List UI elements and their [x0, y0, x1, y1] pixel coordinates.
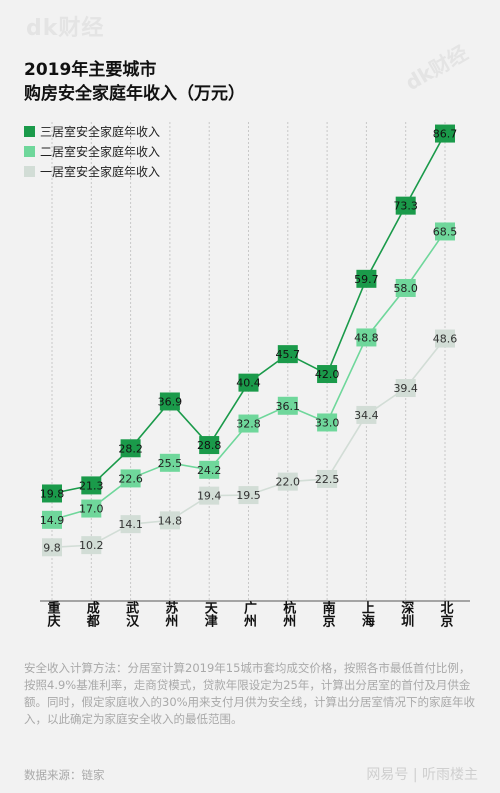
data-label: 39.4 — [393, 382, 418, 395]
brand-watermark: 网易号 | 听雨楼主 — [366, 767, 478, 783]
data-point — [356, 328, 377, 347]
data-point — [277, 345, 298, 364]
data-point — [120, 515, 141, 534]
data-point — [199, 436, 220, 455]
data-label: 14.1 — [118, 518, 143, 531]
data-label: 14.9 — [40, 514, 65, 527]
data-point — [317, 469, 338, 488]
data-point — [42, 510, 62, 529]
data-label: 28.8 — [197, 439, 222, 452]
legend-item-2br: 二居室安全家庭年收入 — [24, 141, 160, 161]
legend-item-3br: 三居室安全家庭年收入 — [24, 121, 160, 141]
data-point — [159, 392, 180, 411]
data-label: 19.4 — [197, 490, 222, 503]
data-label: 33.0 — [315, 416, 340, 429]
data-point — [277, 396, 298, 415]
data-label: 42.0 — [315, 368, 340, 381]
data-point — [238, 486, 259, 505]
data-label: 34.4 — [354, 409, 379, 422]
x-tick-label: 北京 — [438, 601, 454, 628]
data-point — [435, 222, 455, 241]
data-point — [395, 278, 416, 297]
data-label: 32.8 — [236, 418, 261, 431]
title-line-2: 购房安全家庭年收入（万元） — [24, 84, 245, 104]
data-point — [317, 365, 338, 384]
data-point — [199, 460, 220, 479]
x-tick-label: 重庆 — [45, 600, 62, 628]
data-label: 48.8 — [354, 331, 379, 344]
legend-swatch-1br — [24, 165, 35, 177]
data-label: 17.0 — [79, 503, 104, 516]
data-label: 22.5 — [315, 473, 340, 486]
data-label: 19.8 — [40, 487, 65, 500]
watermark: dk财经 — [26, 16, 105, 41]
data-label: 24.2 — [197, 464, 222, 477]
data-label: 28.2 — [118, 442, 143, 455]
data-point — [42, 484, 62, 503]
data-label: 22.6 — [118, 472, 143, 485]
data-point — [120, 469, 141, 488]
legend-swatch-3br — [24, 125, 35, 137]
data-label: 19.5 — [236, 489, 261, 502]
data-point — [159, 511, 180, 530]
data-label: 25.5 — [158, 457, 183, 470]
data-point — [435, 124, 455, 143]
data-label: 9.8 — [43, 541, 61, 554]
x-tick-label: 武汉 — [123, 600, 139, 628]
chart-legend: 三居室安全家庭年收入 二居室安全家庭年收入 一居室安全家庭年收入 — [24, 121, 160, 181]
data-label: 68.5 — [433, 225, 458, 238]
data-label: 36.9 — [158, 395, 183, 408]
data-point — [356, 269, 377, 288]
title-line-1: 2019年主要城市 — [24, 60, 157, 80]
data-point — [199, 486, 220, 505]
data-point — [435, 329, 455, 348]
x-tick-label: 成都 — [84, 600, 101, 628]
data-point — [120, 439, 141, 458]
data-point — [356, 405, 377, 424]
data-point — [238, 414, 259, 433]
x-tick-label: 苏州 — [162, 600, 179, 628]
x-tick-label: 杭州 — [280, 600, 297, 628]
data-point — [317, 413, 338, 432]
data-label: 73.3 — [393, 200, 418, 213]
data-source: 数据来源：链家 — [24, 768, 105, 782]
data-point — [395, 196, 416, 215]
legend-swatch-2br — [24, 145, 35, 157]
data-label: 86.7 — [433, 128, 458, 141]
legend-item-1br: 一居室安全家庭年收入 — [24, 161, 160, 181]
chart-title: 2019年主要城市 购房安全家庭年收入（万元） — [24, 58, 245, 106]
x-tick-label: 南京 — [320, 600, 336, 628]
data-point — [277, 472, 298, 491]
x-tick-label: 广州 — [241, 600, 258, 628]
data-point — [159, 453, 180, 472]
data-point — [42, 538, 62, 557]
legend-label-2br: 二居室安全家庭年收入 — [40, 144, 161, 159]
data-label: 59.7 — [354, 273, 379, 286]
x-tick-label: 天津 — [202, 601, 218, 628]
line-chart: 重庆 成都 武汉 苏州 天津 广州 杭州 南京 上海 深圳 北京 9.8 10.2 14.1 14.8 19.… — [40, 122, 470, 628]
data-point — [238, 373, 259, 392]
x-tick-label: 深圳 — [398, 600, 414, 628]
data-point — [395, 379, 416, 398]
data-point — [81, 499, 102, 518]
data-label: 22.0 — [276, 476, 301, 489]
data-label: 40.4 — [236, 377, 261, 390]
data-label: 10.2 — [79, 539, 104, 552]
data-label: 58.0 — [393, 282, 418, 295]
data-label: 14.8 — [158, 514, 183, 527]
data-label: 36.1 — [276, 400, 301, 413]
data-label: 21.3 — [79, 479, 104, 492]
data-label: 45.7 — [276, 348, 301, 361]
legend-label-3br: 三居室安全家庭年收入 — [40, 124, 161, 139]
data-point — [81, 536, 102, 555]
legend-label-1br: 一居室安全家庭年收入 — [40, 164, 161, 179]
data-label: 48.6 — [433, 333, 458, 346]
methodology-note: 安全收入计算方法：分居室计算2019年15城市套均成交价格，按照各市最低首付比例… — [24, 661, 476, 726]
data-point — [81, 476, 102, 495]
x-tick-label: 上海 — [359, 601, 375, 628]
